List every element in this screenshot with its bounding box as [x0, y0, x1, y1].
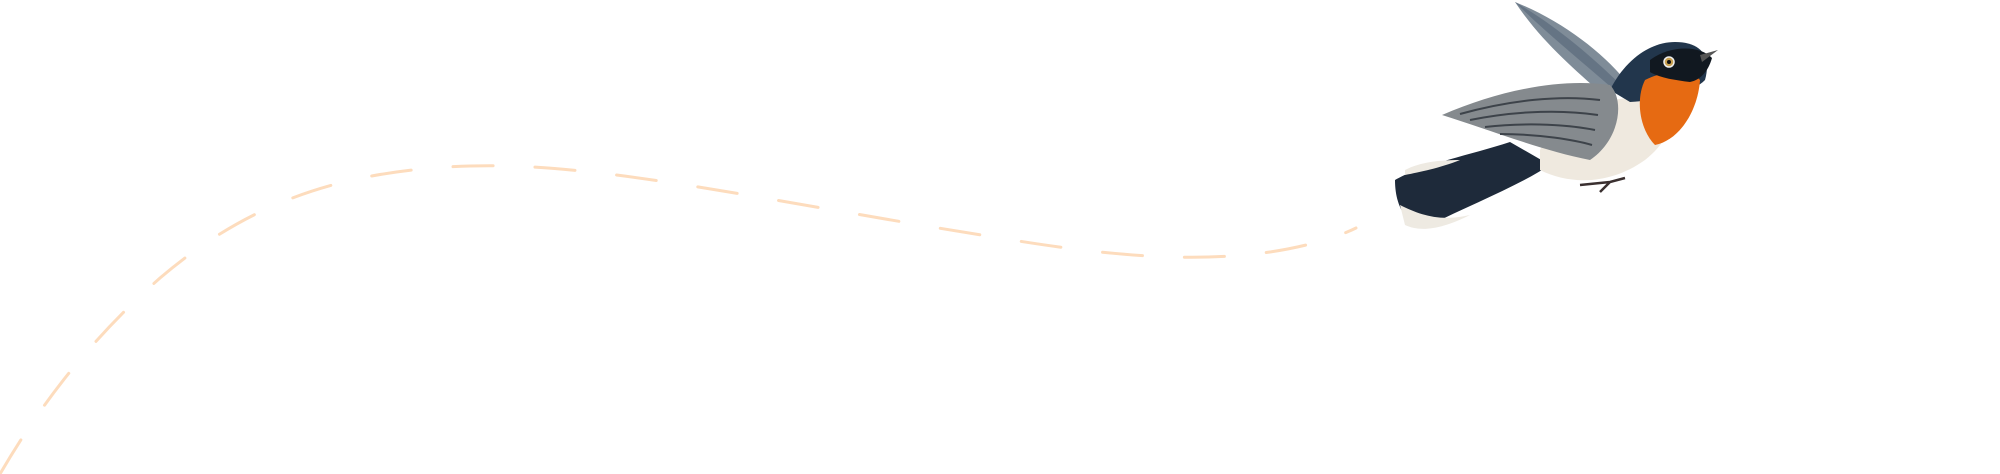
- bird-lower-wing: [1442, 83, 1619, 160]
- dashed-flight-path: [0, 164, 1358, 474]
- bird-tail: [1395, 142, 1550, 226]
- bird-illustration: [1395, 2, 1718, 229]
- bird-throat: [1639, 71, 1700, 145]
- bird-feet: [1579, 176, 1626, 193]
- bird-beak: [1700, 50, 1718, 62]
